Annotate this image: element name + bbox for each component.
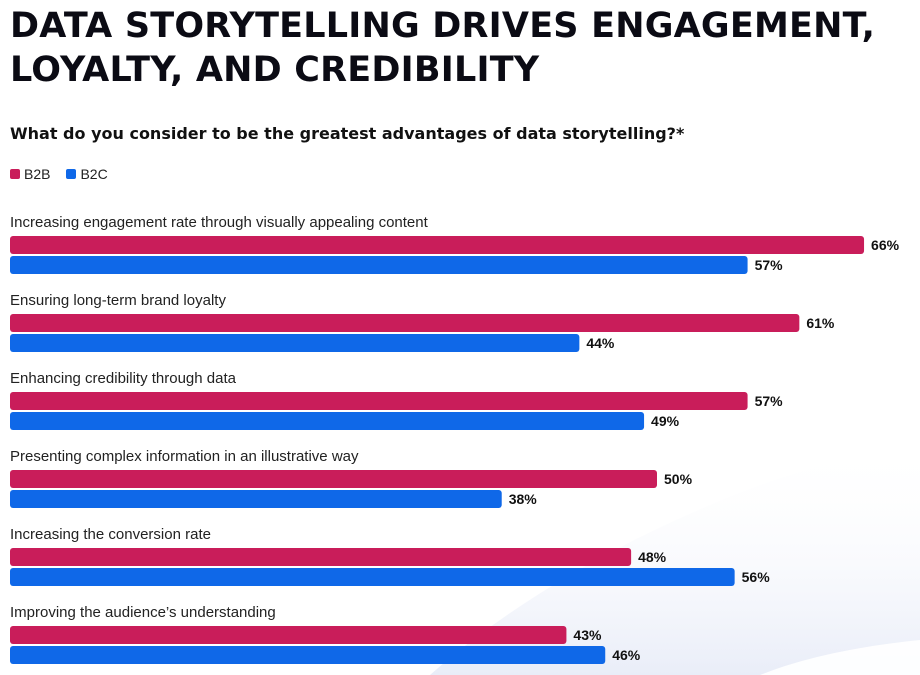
category-label: Increasing the conversion rate <box>10 526 211 543</box>
value-label-b2b: 48% <box>638 549 667 565</box>
category-label: Presenting complex information in an ill… <box>10 448 359 465</box>
legend-label-b2c: B2C <box>80 166 108 182</box>
title-line-2: LOYALTY, AND CREDIBILITY <box>10 50 540 90</box>
value-label-b2b: 43% <box>573 627 602 643</box>
bar-b2c <box>10 256 748 274</box>
value-label-b2c: 57% <box>755 257 784 273</box>
value-label-b2b: 50% <box>664 471 693 487</box>
value-label-b2c: 44% <box>586 335 615 351</box>
title-line-1: DATA STORYTELLING DRIVES ENGAGEMENT, <box>10 6 876 46</box>
legend-swatch-b2c <box>66 169 77 179</box>
value-label-b2b: 61% <box>806 315 835 331</box>
bar-b2b <box>10 392 748 410</box>
value-label-b2c: 38% <box>509 491 538 507</box>
category-label: Enhancing credibility through data <box>10 370 237 387</box>
bar-b2b <box>10 236 865 254</box>
bar-b2b <box>10 314 800 332</box>
bar-b2c <box>10 412 645 430</box>
legend-item-b2b: B2B <box>10 166 50 182</box>
bar-b2c <box>10 334 580 352</box>
value-label-b2b: 57% <box>755 393 784 409</box>
value-label-b2b: 66% <box>871 237 900 253</box>
legend-item-b2c: B2C <box>66 166 108 182</box>
value-label-b2c: 49% <box>651 413 680 429</box>
bar-b2c <box>10 568 735 586</box>
bar-b2b <box>10 548 632 566</box>
bar-b2b <box>10 470 657 488</box>
category-label: Increasing engagement rate through visua… <box>10 214 429 231</box>
category-label: Improving the audience’s understanding <box>10 604 276 621</box>
chart-legend: B2B B2C <box>10 166 108 182</box>
bar-b2b <box>10 626 567 644</box>
chart-subtitle: What do you consider to be the greatest … <box>10 124 685 143</box>
category-label: Ensuring long-term brand loyalty <box>10 292 226 309</box>
page-title: DATA STORYTELLING DRIVES ENGAGEMENT, LOY… <box>10 4 875 92</box>
value-label-b2c: 56% <box>742 569 771 585</box>
legend-swatch-b2b <box>10 169 20 179</box>
bar-b2c <box>10 646 606 664</box>
bar-b2c <box>10 490 502 508</box>
legend-label-b2b: B2B <box>24 166 51 182</box>
value-label-b2c: 46% <box>612 647 641 663</box>
